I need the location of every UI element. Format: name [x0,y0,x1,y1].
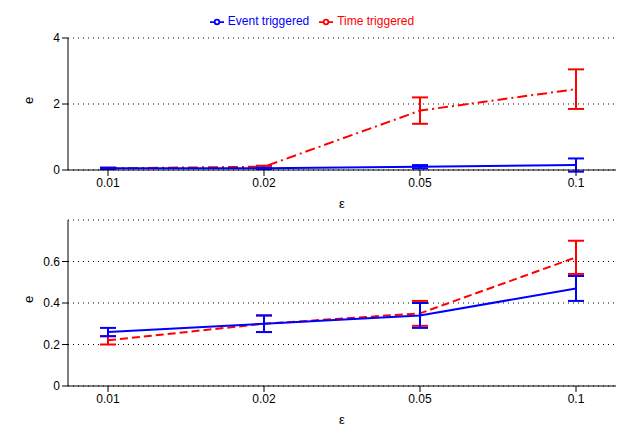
svg-text:0.6: 0.6 [43,255,60,269]
svg-text:0.01: 0.01 [96,392,120,406]
svg-text:0.05: 0.05 [408,176,432,190]
svg-text:0: 0 [53,163,60,177]
svg-text:0.02: 0.02 [252,176,276,190]
svg-text:0.05: 0.05 [408,392,432,406]
svg-text:0.4: 0.4 [43,296,60,310]
svg-text:0.1: 0.1 [568,176,585,190]
svg-text:2: 2 [53,97,60,111]
svg-text:0: 0 [53,379,60,393]
svg-text:0.2: 0.2 [43,338,60,352]
svg-text:e: e [21,296,36,303]
svg-text:e: e [21,97,36,104]
svg-text:4: 4 [53,31,60,45]
svg-text:ε: ε [339,196,345,211]
svg-text:0.01: 0.01 [96,176,120,190]
html-text:Time triggered: Time triggered [337,14,415,28]
svg-text:ε: ε [339,412,345,427]
svg-text:0.02: 0.02 [252,392,276,406]
svg-text:0.1: 0.1 [568,392,585,406]
html-text:Event triggered: Event triggered [227,14,310,28]
